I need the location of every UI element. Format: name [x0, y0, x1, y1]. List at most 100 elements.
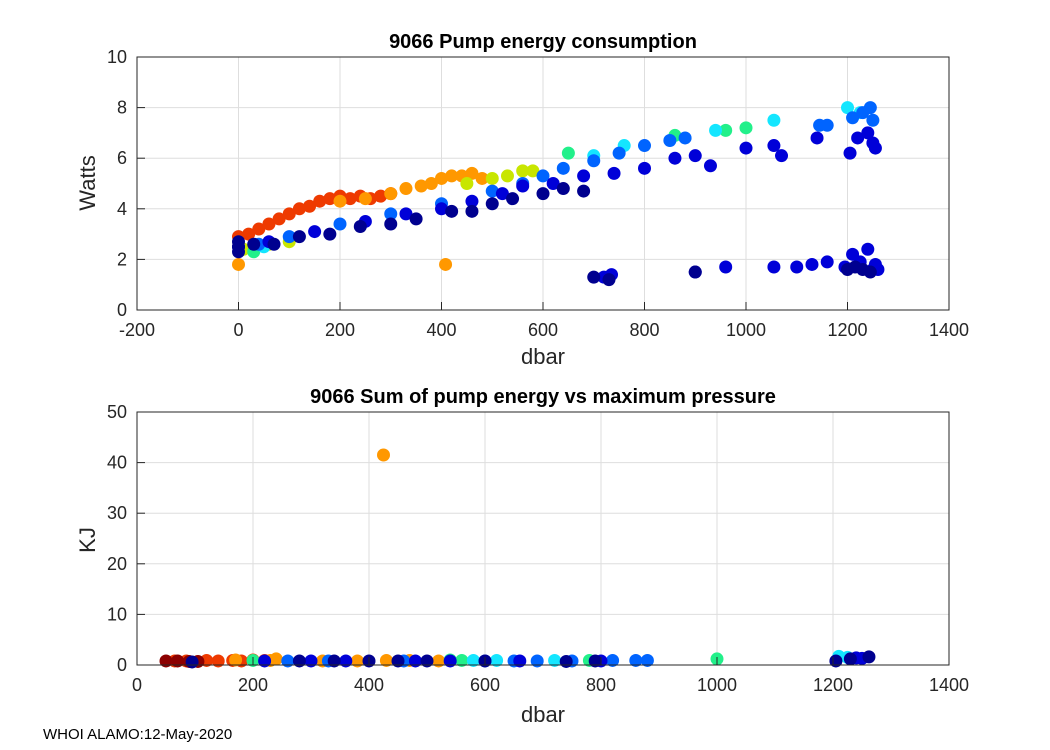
x-tick-label: -200 [119, 320, 155, 340]
data-point [739, 121, 753, 135]
data-point [629, 653, 643, 667]
chart-title: 9066 Sum of pump energy vs maximum press… [310, 386, 776, 408]
data-point [282, 230, 296, 244]
data-point [861, 126, 875, 140]
data-point [258, 654, 272, 668]
energy-sum-panel: 9066 Sum of pump energy vs maximum press… [75, 386, 969, 727]
data-point [495, 187, 509, 201]
footer-credit: WHOI ALAMO:12-May-2020 [43, 726, 233, 743]
data-point [548, 653, 562, 667]
data-point [247, 237, 261, 251]
data-point [485, 197, 499, 211]
data-point [384, 217, 398, 231]
data-point [267, 237, 281, 251]
x-axis-label: dbar [521, 344, 565, 369]
data-point [292, 202, 306, 216]
data-point [432, 654, 446, 668]
y-tick-label: 10 [107, 47, 127, 67]
data-point [513, 654, 527, 668]
data-point [409, 212, 423, 226]
data-point [820, 255, 834, 269]
data-point [820, 118, 834, 132]
y-tick-label: 8 [117, 98, 127, 118]
data-point [399, 182, 413, 196]
y-tick-label: 0 [117, 655, 127, 675]
data-point [455, 653, 469, 667]
y-tick-label: 20 [107, 554, 127, 574]
data-point [767, 260, 781, 274]
data-point [829, 654, 843, 668]
y-tick-label: 4 [117, 199, 127, 219]
data-point [333, 194, 347, 208]
x-tick-label: 200 [238, 675, 268, 695]
data-point [232, 235, 245, 249]
data-point [526, 164, 540, 178]
data-point [861, 242, 875, 256]
pump-energy-panel: 9066 Pump energy consumption -200 0 200 400… [75, 31, 969, 369]
data-point [805, 257, 819, 271]
data-point [424, 177, 438, 190]
data-point [339, 654, 353, 668]
data-point [252, 222, 266, 236]
data-point [350, 654, 364, 668]
x-tick-label: 200 [325, 320, 355, 340]
data-point [358, 192, 372, 206]
data-point [292, 654, 306, 668]
data-point [663, 133, 677, 147]
data-point [810, 131, 824, 145]
y-tick-label: 6 [117, 148, 127, 168]
data-point [399, 207, 413, 221]
data-point [377, 448, 390, 462]
x-tick-label: 1000 [726, 320, 766, 340]
y-tick-label: 0 [117, 300, 127, 320]
chart-title: 9066 Pump energy consumption [389, 31, 697, 53]
data-point [767, 139, 781, 153]
data-point [374, 189, 388, 203]
data-point [719, 260, 733, 274]
data-point [485, 171, 499, 185]
y-tick-label: 30 [107, 503, 127, 523]
data-point [577, 169, 591, 183]
data-point [445, 204, 459, 218]
data-point [465, 194, 479, 208]
data-point [435, 202, 448, 216]
data-point [530, 654, 544, 668]
data-point [323, 192, 337, 206]
x-tick-label: 0 [132, 675, 142, 695]
data-point [577, 184, 591, 198]
x-axis-label: dbar [521, 702, 565, 727]
plot-area-frame [136, 411, 950, 666]
x-tick-label: 600 [470, 675, 500, 695]
data-point [587, 154, 601, 168]
data-point [232, 257, 245, 271]
data-point [506, 192, 520, 206]
data-point [790, 260, 804, 274]
data-point [688, 265, 702, 279]
x-tick-label: 1000 [697, 675, 737, 695]
data-point [843, 146, 857, 160]
data-point [304, 654, 318, 668]
data-point [414, 179, 428, 193]
data-point [843, 652, 857, 666]
data-point [638, 139, 651, 153]
data-point [588, 654, 602, 668]
data-point [439, 257, 453, 271]
data-point [323, 227, 337, 241]
data-point [262, 217, 276, 231]
data-point [435, 171, 448, 185]
data-point [485, 184, 499, 198]
data-point [408, 654, 422, 668]
y-tick-label: 2 [117, 249, 127, 269]
data-point [606, 653, 620, 667]
y-tick-label: 10 [107, 604, 127, 624]
data-point [384, 207, 398, 221]
data-point [313, 194, 327, 208]
data-point [556, 161, 570, 175]
x-tick-label: 1400 [929, 320, 969, 340]
y-axis-label: Watts [75, 155, 100, 210]
data-point [775, 149, 789, 163]
data-point [384, 187, 398, 201]
data-point [465, 204, 479, 218]
data-point [333, 217, 347, 231]
data-point [242, 227, 256, 241]
